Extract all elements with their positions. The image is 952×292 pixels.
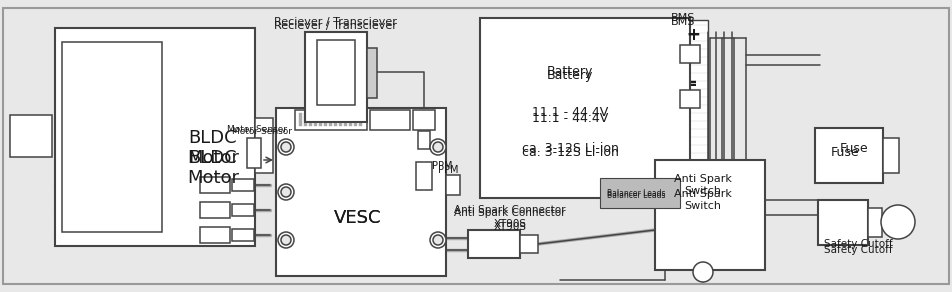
Bar [670, 20, 708, 198]
Bar [655, 160, 765, 270]
Text: 11.1 - 44.4V: 11.1 - 44.4V [532, 105, 608, 119]
Circle shape [281, 142, 291, 152]
Circle shape [278, 184, 294, 200]
Text: BLDC
Motor: BLDC Motor [187, 149, 239, 187]
Bar [418, 131, 430, 149]
Bar [305, 32, 367, 122]
Bar [10, 115, 52, 157]
Bar [276, 108, 446, 276]
Text: +: + [686, 26, 700, 44]
Bar [349, 113, 352, 126]
Text: 11.1 - 44.4V: 11.1 - 44.4V [532, 112, 608, 124]
Circle shape [693, 262, 713, 282]
Bar [367, 48, 377, 98]
Text: Fuse: Fuse [831, 147, 860, 159]
Text: Safety Cutoff: Safety Cutoff [823, 245, 892, 255]
Bar [314, 113, 317, 126]
Bar [680, 45, 700, 63]
Text: Balancer Leads: Balancer Leads [606, 190, 665, 199]
Text: BMS: BMS [671, 17, 695, 27]
Text: PPM: PPM [432, 161, 452, 171]
Text: Anti Spark
Switch: Anti Spark Switch [674, 189, 732, 211]
Bar [329, 113, 332, 126]
Circle shape [433, 142, 443, 152]
Bar [309, 113, 312, 126]
Bar [295, 110, 367, 130]
Bar [232, 204, 254, 216]
Bar [232, 179, 254, 191]
Bar [680, 90, 700, 108]
Text: Battery: Battery [546, 69, 593, 81]
Bar [344, 113, 347, 126]
Bar [468, 230, 520, 258]
Bar [200, 227, 230, 243]
Text: BMS: BMS [671, 13, 695, 23]
Text: ca. 3-12S Li-ion: ca. 3-12S Li-ion [522, 142, 619, 154]
Text: Anti Spark
Switch: Anti Spark Switch [674, 174, 732, 196]
Text: Motor Sensor: Motor Sensor [232, 128, 292, 136]
Bar [55, 28, 255, 246]
Circle shape [881, 205, 915, 239]
Bar [413, 110, 435, 130]
Text: Motor Sensor: Motor Sensor [227, 126, 287, 135]
Bar [600, 178, 680, 208]
Text: Anti Spark Connector: Anti Spark Connector [454, 208, 565, 218]
Bar [232, 229, 254, 241]
Text: XT90S: XT90S [493, 219, 526, 229]
Bar [815, 128, 883, 183]
Text: VESC: VESC [334, 209, 382, 227]
Bar [339, 113, 342, 126]
Text: Fuse: Fuse [840, 142, 868, 154]
Text: -: - [689, 76, 697, 94]
Bar [446, 175, 460, 195]
Bar [334, 113, 337, 126]
Text: Battery: Battery [546, 65, 593, 79]
Text: XT90S: XT90S [493, 222, 526, 232]
Text: Reciever / Transciever: Reciever / Transciever [273, 17, 396, 27]
Text: Safety Cutoff: Safety Cutoff [823, 239, 892, 249]
Circle shape [430, 232, 446, 248]
Circle shape [433, 235, 443, 245]
Bar [324, 113, 327, 126]
Bar [359, 113, 362, 126]
Bar [883, 138, 899, 173]
Circle shape [430, 139, 446, 155]
Bar [416, 162, 432, 190]
Bar [868, 208, 882, 237]
Bar [818, 200, 868, 245]
Text: ca. 3-12S Li-ion: ca. 3-12S Li-ion [522, 145, 619, 159]
Bar [200, 177, 230, 193]
Circle shape [278, 232, 294, 248]
Bar [304, 113, 307, 126]
Text: Balancer Leads: Balancer Leads [606, 189, 665, 197]
Circle shape [281, 187, 291, 197]
Text: Reciever / Transciever: Reciever / Transciever [273, 21, 396, 31]
Text: -: - [689, 73, 697, 91]
Bar [317, 40, 355, 105]
Bar [247, 138, 261, 168]
Bar [520, 235, 538, 253]
Text: Anti Spark Connector: Anti Spark Connector [454, 205, 565, 215]
Text: BLDC
Motor: BLDC Motor [187, 128, 239, 167]
Bar [299, 113, 302, 126]
Bar [255, 118, 273, 173]
Bar [200, 202, 230, 218]
Bar [370, 110, 410, 130]
Bar [62, 42, 162, 232]
Text: VESC: VESC [334, 209, 382, 227]
Bar [354, 113, 357, 126]
Circle shape [278, 139, 294, 155]
Bar [480, 18, 690, 198]
Text: +: + [686, 26, 700, 44]
Text: PPM: PPM [438, 165, 459, 175]
Bar [319, 113, 322, 126]
Circle shape [281, 235, 291, 245]
